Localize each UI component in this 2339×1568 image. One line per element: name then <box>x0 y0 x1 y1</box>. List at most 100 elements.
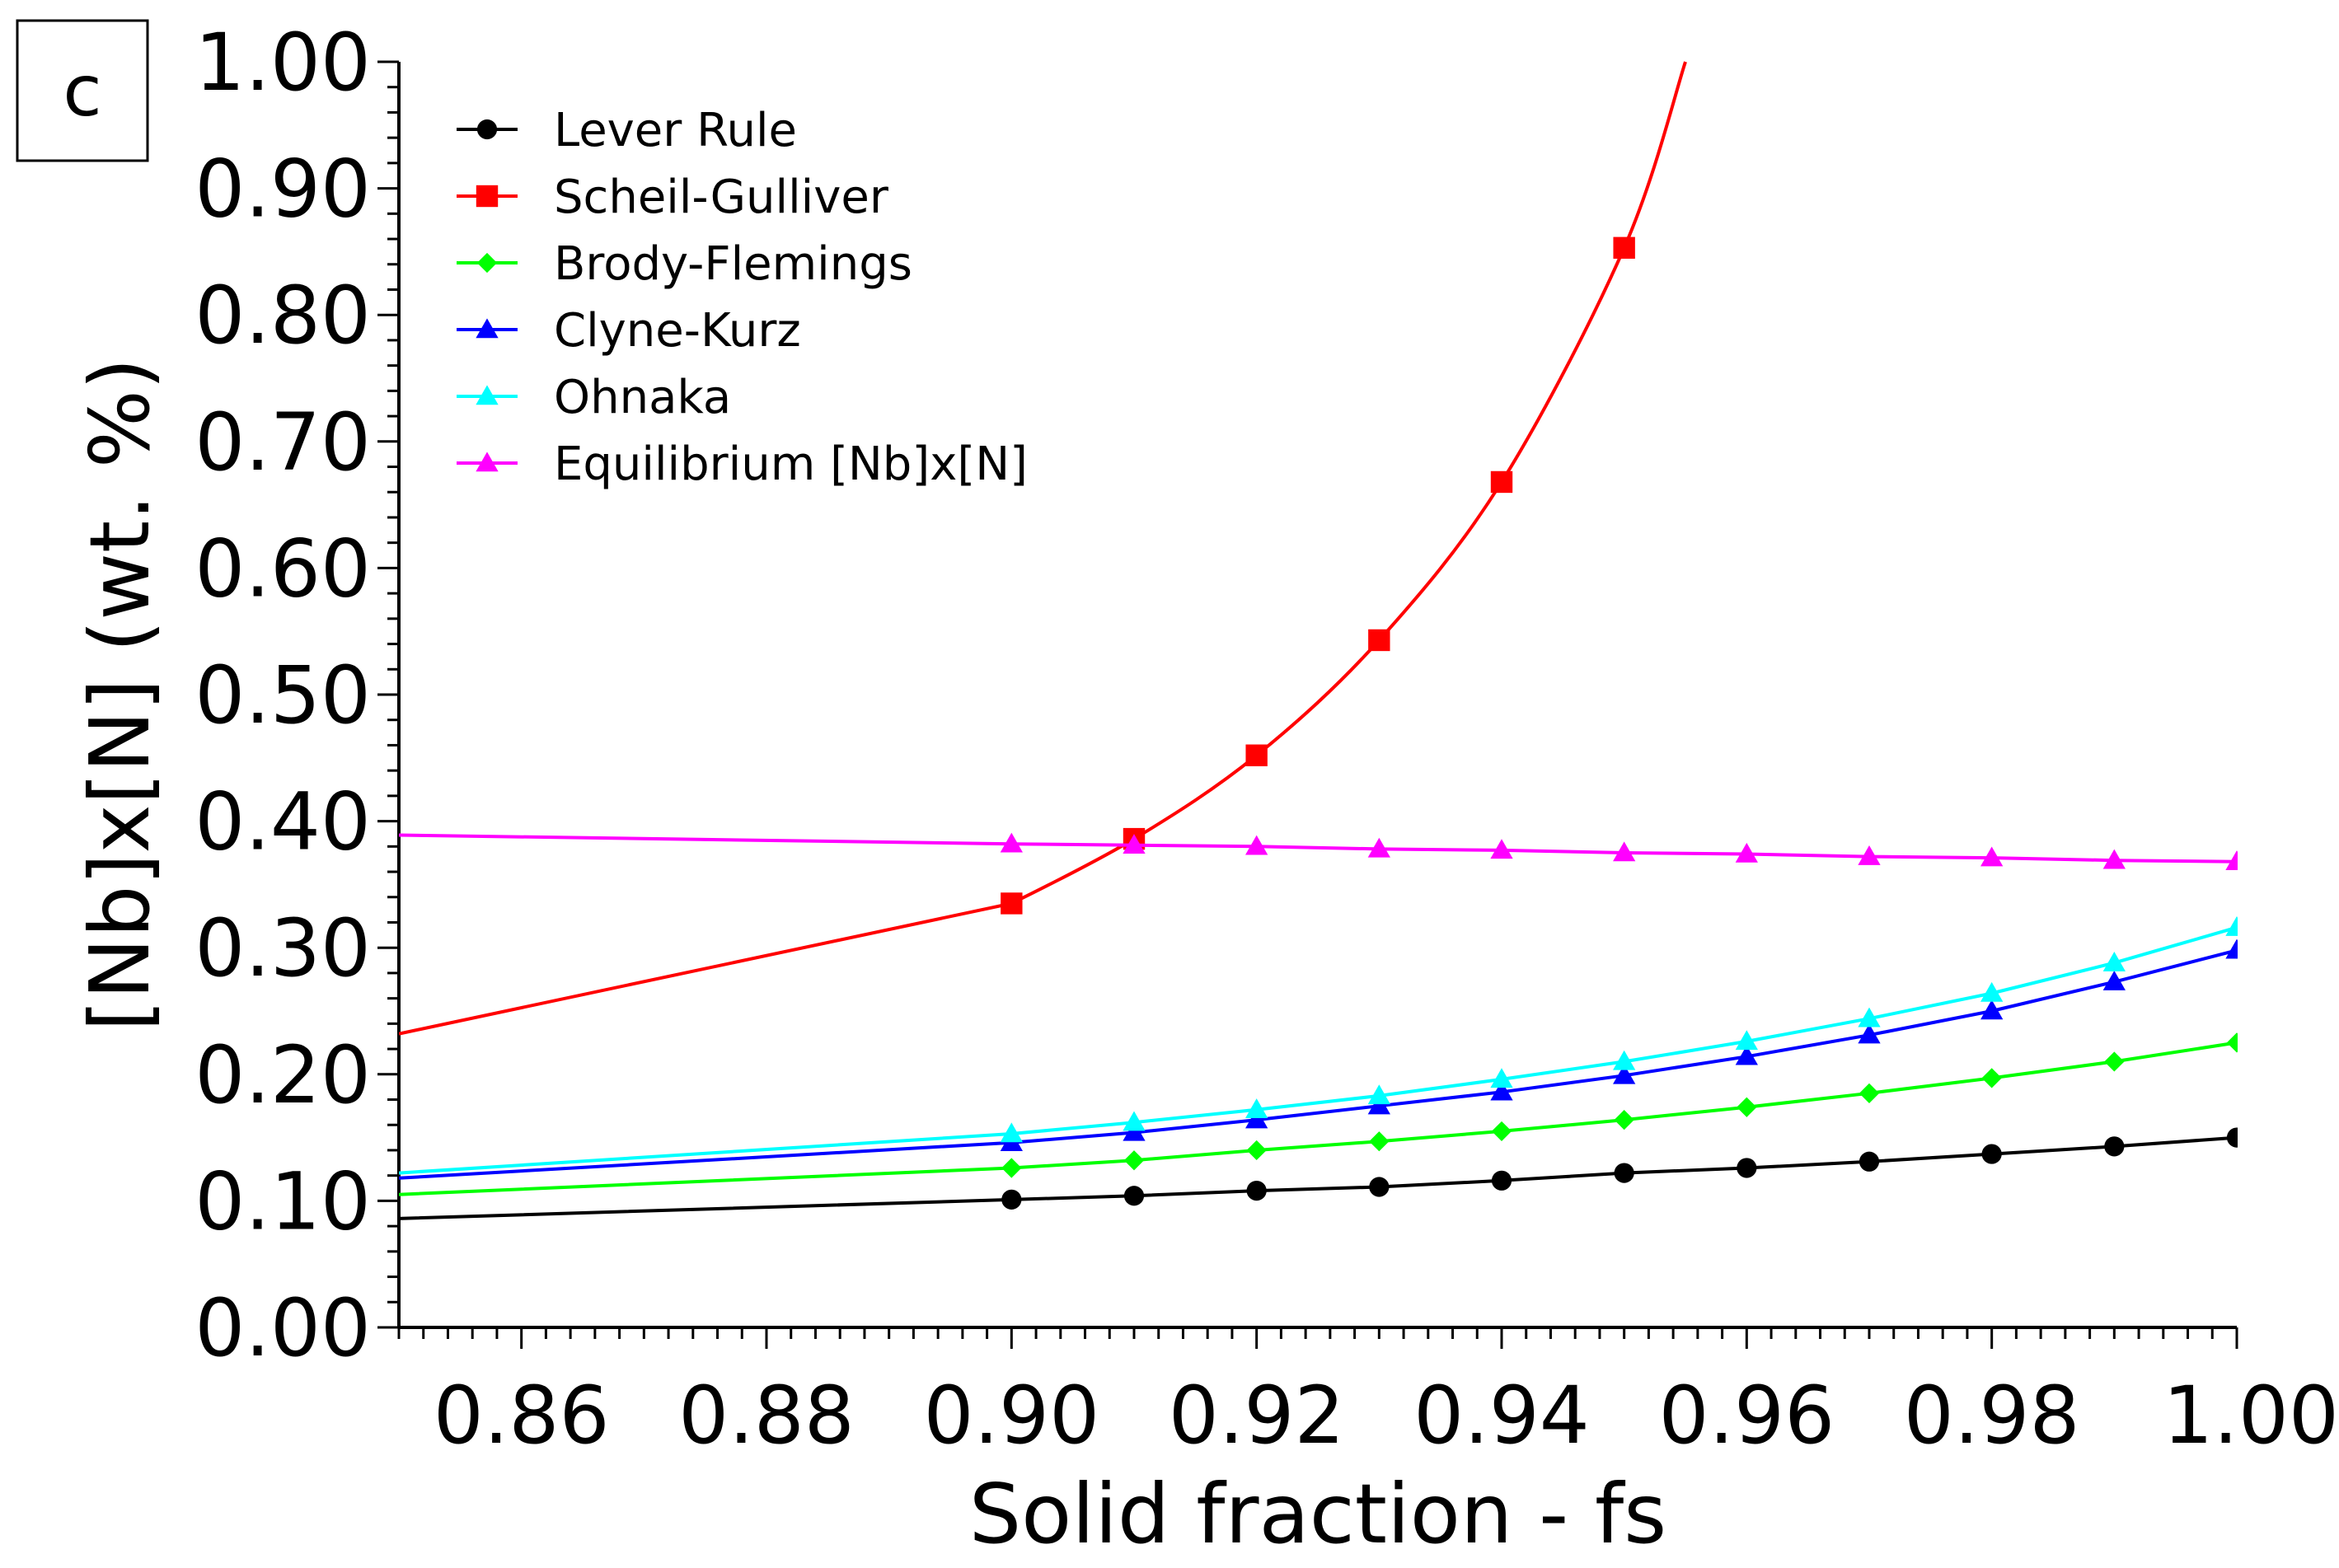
legend-label: Scheil-Gulliver <box>554 171 889 224</box>
data-point-marker <box>1980 981 2004 1002</box>
legend-label: Brody-Flemings <box>554 237 912 291</box>
data-point-marker <box>1981 1144 2002 1164</box>
data-point-marker <box>1490 839 1513 859</box>
y-tick-label: 0.70 <box>195 396 371 489</box>
data-point-marker <box>2225 915 2238 936</box>
legend-item: Brody-Flemings <box>457 237 912 291</box>
data-point-marker <box>1001 892 1023 915</box>
data-point-marker <box>1369 1177 1390 1197</box>
data-point-marker <box>1000 1122 1023 1143</box>
data-point-marker <box>1980 999 2004 1020</box>
data-point-marker <box>476 119 498 140</box>
legend-label: Clyne-Kurz <box>554 304 801 358</box>
x-tick-label: 0.94 <box>1413 1369 1590 1462</box>
data-point-marker <box>1735 1030 1758 1051</box>
series-lever-rule <box>399 1127 2238 1220</box>
data-point-marker <box>1490 470 1513 494</box>
y-tick-label: 0.00 <box>195 1282 371 1374</box>
data-point-marker <box>1246 1181 1267 1201</box>
y-tick-label: 0.60 <box>195 522 371 615</box>
series-ohnaka <box>399 915 2238 1175</box>
legend-label: Lever Rule <box>554 104 797 157</box>
y-tick-label: 0.80 <box>195 269 371 362</box>
data-point-marker <box>1613 841 1636 862</box>
data-point-marker <box>1490 1080 1513 1101</box>
data-point-marker <box>1858 1007 1881 1027</box>
data-point-marker <box>1123 1150 1145 1171</box>
data-point-marker <box>1245 835 1268 855</box>
data-point-marker <box>476 185 499 208</box>
y-tick-label: 1.00 <box>195 16 371 109</box>
series-equilibrium-nb-x-n <box>399 832 2238 870</box>
data-point-marker <box>476 318 499 339</box>
data-point-marker <box>1368 629 1390 652</box>
data-point-marker <box>1123 1186 1145 1206</box>
data-point-marker <box>1490 1068 1513 1088</box>
data-point-marker <box>1614 1109 1634 1130</box>
tick-labels: 0.86 0.88 0.90 0.92 0.94 0.96 0.98 1.00 0.00 0.10… <box>195 16 2339 1462</box>
data-point-marker <box>1981 1068 2002 1088</box>
series-layer <box>399 61 2238 1220</box>
y-tick-label: 0.40 <box>195 776 371 868</box>
data-point-marker <box>1367 1084 1390 1105</box>
data-point-marker <box>2102 849 2126 869</box>
data-point-marker <box>1859 1151 1880 1172</box>
ticks <box>377 60 2238 1349</box>
data-point-marker <box>476 385 499 405</box>
panel-label-text: c <box>63 50 101 133</box>
legend-label: Equilibrium [Nb]x[N] <box>554 438 1028 491</box>
data-point-marker <box>2225 850 2238 870</box>
legend-item: Scheil-Gulliver <box>457 171 889 224</box>
x-tick-label: 0.96 <box>1658 1369 1835 1462</box>
y-tick-label: 0.30 <box>195 902 371 995</box>
data-point-marker <box>1367 837 1390 858</box>
series-line <box>399 833 2238 864</box>
data-point-marker <box>1613 1050 1636 1070</box>
data-point-marker <box>1491 1121 1512 1142</box>
data-point-marker <box>2226 1127 2238 1148</box>
data-point-marker <box>1980 846 2004 867</box>
data-point-marker <box>1737 1158 1757 1178</box>
data-point-marker <box>476 252 498 274</box>
series-scheil-gulliver <box>399 61 1687 1036</box>
data-point-marker <box>1614 1163 1634 1183</box>
data-point-marker <box>1245 744 1268 766</box>
y-tick-label: 0.10 <box>195 1155 371 1247</box>
data-point-marker <box>1123 1121 1146 1141</box>
series-line <box>399 1135 2238 1220</box>
y-tick-label: 0.50 <box>195 649 371 742</box>
data-point-marker <box>1613 1064 1636 1084</box>
x-tick-label: 0.92 <box>1169 1369 1345 1462</box>
data-point-marker <box>1000 832 1023 853</box>
legend-item: Equilibrium [Nb]x[N] <box>457 438 1028 491</box>
data-point-marker <box>1735 842 1758 863</box>
x-tick-label: 0.90 <box>923 1369 1099 1462</box>
data-point-marker <box>1001 1189 1022 1210</box>
y-tick-label: 0.20 <box>195 1029 371 1121</box>
legend-label: Ohnaka <box>554 371 731 424</box>
data-point-marker <box>1245 1108 1268 1129</box>
data-point-marker <box>1613 236 1635 259</box>
series-line <box>399 925 2238 1175</box>
y-axis-title: [Nb]x[N] (wt. %) <box>72 358 168 1032</box>
data-point-marker <box>1123 1111 1146 1131</box>
data-point-marker <box>1001 1158 1022 1178</box>
series-clyne-kurz <box>399 938 2238 1180</box>
data-point-marker <box>1735 1045 1758 1065</box>
data-point-marker <box>2102 971 2126 990</box>
legend-item: Clyne-Kurz <box>457 304 801 358</box>
series-line <box>399 948 2238 1180</box>
data-point-marker <box>2104 1051 2125 1072</box>
y-tick-label: 0.90 <box>195 143 371 236</box>
legend-item: Lever Rule <box>457 104 797 157</box>
x-tick-label: 0.98 <box>1904 1369 2080 1462</box>
legend: Lever Rule Scheil-Gulliver Brody-Flemings C… <box>457 104 1028 491</box>
x-tick-label: 1.00 <box>2163 1369 2339 1462</box>
data-point-marker <box>2226 1032 2238 1053</box>
series-line <box>399 1041 2238 1196</box>
x-tick-label: 0.86 <box>434 1369 610 1462</box>
panel-label: c <box>16 19 149 162</box>
series-brody-flemings <box>399 1032 2238 1196</box>
data-point-marker <box>1858 845 1881 865</box>
